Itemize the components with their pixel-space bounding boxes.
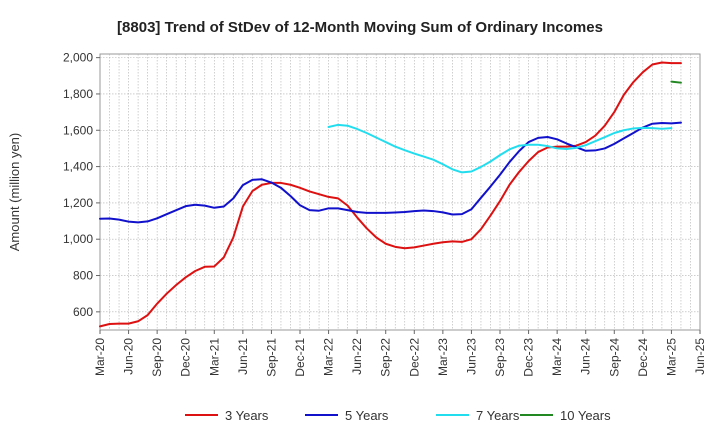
series-line-10-years	[670, 80, 682, 84]
grid-lines	[100, 54, 700, 330]
x-tick-label: Dec-24	[636, 338, 650, 377]
series-line-7-years	[327, 123, 673, 174]
legend-label: 5 Years	[345, 408, 389, 423]
x-tick-label: Sep-22	[379, 338, 393, 377]
chart-title: [8803] Trend of StDev of 12-Month Moving…	[117, 19, 603, 36]
x-tick-label: Dec-20	[179, 338, 193, 377]
x-tick-label: Jun-24	[579, 338, 593, 375]
series-line-3-years	[99, 61, 682, 328]
x-tick-label: Sep-21	[264, 338, 278, 377]
y-axis-title: Amount (million yen)	[7, 133, 22, 252]
x-tick-label: Jun-23	[464, 338, 478, 375]
plot-area	[99, 53, 701, 331]
x-tick-label: Dec-23	[522, 338, 536, 377]
x-axis-ticks: Mar-20 Jun-20 Sep-20 Dec-20 Mar-21 Jun-21 Sep-…	[93, 330, 707, 377]
y-tick-label: 1,000	[63, 232, 93, 246]
y-tick-label: 1,400	[63, 160, 93, 174]
legend-label: 10 Years	[560, 408, 611, 423]
x-tick-label: Jun-21	[236, 338, 250, 375]
x-tick-label: Dec-22	[407, 338, 421, 377]
y-tick-label: 2,000	[63, 51, 93, 65]
y-tick-label: 1,800	[63, 87, 93, 101]
x-tick-label: Jun-20	[122, 338, 136, 375]
x-tick-label: Sep-24	[607, 338, 621, 377]
y-tick-label: 600	[73, 305, 93, 319]
x-tick-label: Jun-25	[693, 338, 707, 375]
x-tick-label: Mar-21	[207, 338, 221, 376]
x-tick-label: Mar-22	[322, 338, 336, 376]
y-tick-label: 800	[73, 269, 93, 283]
x-tick-label: Sep-23	[493, 338, 507, 377]
y-tick-label: 1,600	[63, 123, 93, 137]
legend-label: 3 Years	[225, 408, 269, 423]
x-tick-label: Jun-22	[350, 338, 364, 375]
x-tick-label: Sep-20	[150, 338, 164, 377]
x-tick-label: Dec-21	[293, 338, 307, 377]
x-tick-label: Mar-20	[93, 338, 107, 376]
series-line-5-years	[99, 121, 682, 224]
legend: 3 Years 5 Years 7 Years 10 Years	[185, 408, 611, 423]
series-lines	[99, 61, 682, 328]
x-tick-label: Mar-24	[550, 338, 564, 376]
legend-label: 7 Years	[476, 408, 520, 423]
x-tick-label: Mar-25	[664, 338, 678, 376]
y-tick-label: 1,200	[63, 196, 93, 210]
y-axis-ticks: 600 800 1,000 1,200 1,400 1,600 1,800 2,000	[63, 51, 100, 319]
x-tick-label: Mar-23	[436, 338, 450, 376]
